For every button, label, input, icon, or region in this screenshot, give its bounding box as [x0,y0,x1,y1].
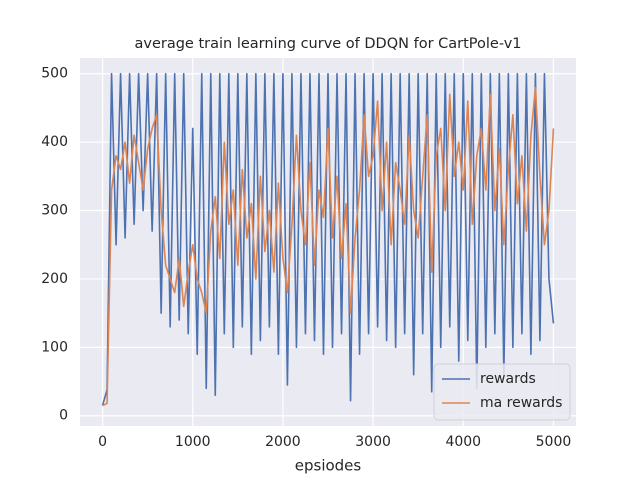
x-tick-label: 3000 [355,434,391,450]
x-tick-label: 5000 [536,434,572,450]
legend-label: rewards [480,371,536,387]
data-line [101,72,555,406]
y-tick-label: 200 [41,271,68,287]
x-tick-label: 2000 [265,434,301,450]
chart-title: average train learning curve of DDQN for… [134,36,521,52]
legend-box [433,363,571,421]
y-tick-label: 100 [41,339,68,355]
y-tick-label: 0 [59,408,68,424]
x-tick-label: 4000 [445,434,481,450]
legend-label: ma rewards [480,395,562,411]
x-tick-label: 0 [98,434,107,450]
y-tick-label: 300 [41,203,68,219]
data-line [102,86,555,407]
y-tick-label: 400 [41,134,68,150]
x-axis-label: epsiodes [295,457,362,475]
x-tick-label: 1000 [175,434,211,450]
y-tick-label: 500 [41,66,68,82]
